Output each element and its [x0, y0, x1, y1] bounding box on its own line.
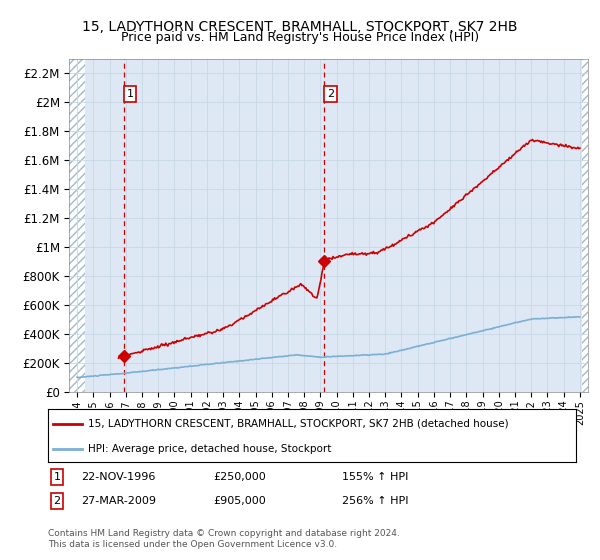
Text: 256% ↑ HPI: 256% ↑ HPI	[342, 496, 409, 506]
Bar	[69, 59, 85, 392]
Text: 1: 1	[53, 472, 61, 482]
Text: £250,000: £250,000	[213, 472, 266, 482]
Text: 15, LADYTHORN CRESCENT, BRAMHALL, STOCKPORT, SK7 2HB (detached house): 15, LADYTHORN CRESCENT, BRAMHALL, STOCKP…	[88, 419, 508, 429]
Text: 155% ↑ HPI: 155% ↑ HPI	[342, 472, 409, 482]
Bar	[581, 59, 595, 392]
Text: Contains HM Land Registry data © Crown copyright and database right 2024.
This d: Contains HM Land Registry data © Crown c…	[48, 529, 400, 549]
Text: 15, LADYTHORN CRESCENT, BRAMHALL, STOCKPORT, SK7 2HB: 15, LADYTHORN CRESCENT, BRAMHALL, STOCKP…	[82, 20, 518, 34]
Text: 27-MAR-2009: 27-MAR-2009	[81, 496, 156, 506]
Text: 2: 2	[327, 89, 334, 99]
Text: 22-NOV-1996: 22-NOV-1996	[81, 472, 155, 482]
Text: 1: 1	[127, 89, 134, 99]
Text: HPI: Average price, detached house, Stockport: HPI: Average price, detached house, Stoc…	[88, 444, 331, 454]
Text: Price paid vs. HM Land Registry's House Price Index (HPI): Price paid vs. HM Land Registry's House …	[121, 31, 479, 44]
Text: £905,000: £905,000	[213, 496, 266, 506]
Text: 2: 2	[53, 496, 61, 506]
